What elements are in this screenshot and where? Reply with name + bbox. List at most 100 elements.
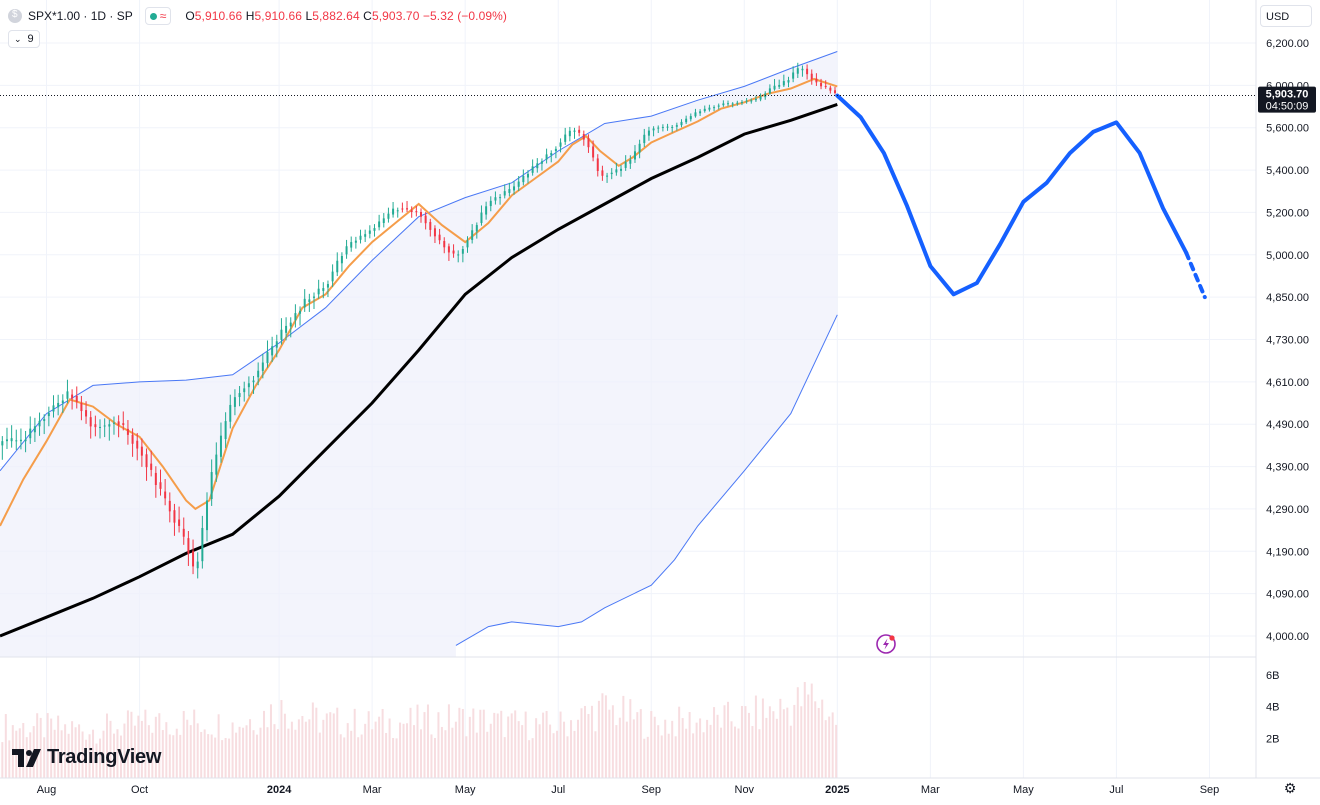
candle-body	[480, 212, 483, 224]
indicators-toggle-button[interactable]: ⌄ 9	[8, 30, 40, 48]
candle-body	[717, 105, 720, 107]
candle-body	[485, 206, 488, 215]
volume-bar	[479, 709, 482, 778]
volume-bar	[695, 722, 698, 778]
price-axis-background	[1256, 0, 1320, 778]
volume-bar	[821, 699, 824, 778]
candle-body	[638, 143, 641, 153]
volume-bar	[402, 723, 405, 778]
volume-bar	[576, 719, 579, 778]
volume-bar	[542, 712, 545, 778]
currency-button[interactable]: USD	[1260, 5, 1312, 27]
volume-bar	[653, 716, 656, 778]
volume-bar	[768, 706, 771, 778]
price-axis[interactable]: 6,200.006,000.005,600.005,400.005,200.00…	[1266, 38, 1309, 643]
candle-body	[452, 250, 455, 254]
volume-bar	[814, 701, 817, 778]
settings-gear-icon[interactable]: ⚙	[1283, 780, 1297, 796]
candle-body	[666, 126, 669, 128]
volume-bar	[332, 713, 335, 778]
volume-bar	[458, 707, 461, 778]
volume-bar	[92, 729, 95, 778]
price-candles[interactable]	[1, 62, 837, 579]
volume-bar	[681, 718, 684, 778]
volume-bar	[817, 707, 820, 778]
volume-bar	[618, 717, 621, 778]
candle-body	[531, 166, 534, 173]
volume-bar	[793, 704, 796, 778]
volume-bar	[828, 716, 831, 778]
last-price-value: 5,903.70	[1266, 89, 1309, 101]
volume-bar	[301, 715, 304, 778]
volume-bar	[409, 707, 412, 778]
volume-bar	[53, 729, 56, 778]
flash-icon[interactable]	[876, 634, 896, 654]
volume-bar	[147, 725, 150, 778]
volume-bar	[549, 724, 552, 778]
time-axis[interactable]: Aug Oct 2024 Mar May Jul Sep Nov 2025 Mar May Jul Se…	[37, 784, 1220, 796]
volume-bar	[737, 728, 740, 778]
volume-bar	[252, 730, 255, 778]
volume-bar	[266, 727, 269, 778]
volume-bar	[556, 730, 559, 778]
volume-bar	[538, 724, 541, 778]
volume-bar	[133, 725, 136, 778]
volume-bar	[740, 705, 743, 778]
candle-body	[694, 112, 697, 117]
close-value: 5,903.70	[371, 9, 420, 23]
volume-bar	[611, 705, 614, 778]
candle-body	[94, 424, 97, 428]
volume-bar	[447, 704, 450, 778]
volume-bar	[807, 694, 810, 778]
volume-bar	[437, 712, 440, 778]
volume-bar	[831, 712, 834, 778]
candle-body	[699, 111, 702, 114]
candle-body	[243, 388, 246, 393]
candle-body	[252, 380, 255, 383]
candle-body	[345, 246, 348, 255]
candle-body	[117, 421, 120, 426]
tradingview-logo[interactable]: TradingView	[12, 746, 161, 769]
candle-body	[401, 208, 404, 210]
volume-bar	[283, 713, 286, 778]
volume-bar	[259, 727, 262, 778]
volume-bar	[200, 731, 203, 778]
volume-bar	[535, 718, 538, 778]
volume-bar	[210, 734, 213, 778]
candle-body	[52, 405, 55, 412]
volume-bar	[231, 722, 234, 778]
projection-line	[835, 93, 1189, 297]
symbol-title[interactable]: SPX*1.00 · 1D · SP	[28, 9, 133, 23]
candle-body	[661, 126, 664, 128]
candle-body	[182, 528, 185, 537]
volume-bar	[4, 714, 7, 778]
symbol-legend: SPX*1.00 · 1D · SP ≈ O5,910.66 H5,910.66…	[8, 6, 507, 26]
candle-body	[99, 426, 102, 428]
candle-body	[475, 225, 478, 232]
candle-body	[261, 362, 264, 371]
market-status-badge[interactable]: ≈	[144, 7, 172, 25]
volume-bar	[472, 708, 475, 778]
candle-body	[126, 428, 129, 435]
volume-bar	[357, 737, 360, 778]
volume-bar	[772, 711, 775, 778]
time-tick-label-2: 2024	[267, 784, 292, 796]
volume-bar	[566, 736, 569, 778]
candle-body	[112, 422, 115, 424]
candle-body	[215, 454, 218, 475]
candle-body	[219, 435, 222, 457]
volume-bar	[744, 706, 747, 778]
candle-body	[685, 118, 688, 123]
candle-body	[526, 173, 529, 178]
volume-bar	[85, 739, 88, 778]
candle-body	[266, 352, 269, 364]
volume-bar	[60, 730, 63, 778]
volume-bar	[217, 714, 220, 778]
volume-bar	[161, 730, 164, 778]
time-tick-label-6: Sep	[641, 784, 661, 796]
candle-body	[768, 88, 771, 94]
candle-body	[587, 138, 590, 148]
volume-bar	[604, 695, 607, 778]
candle-body	[247, 383, 250, 388]
